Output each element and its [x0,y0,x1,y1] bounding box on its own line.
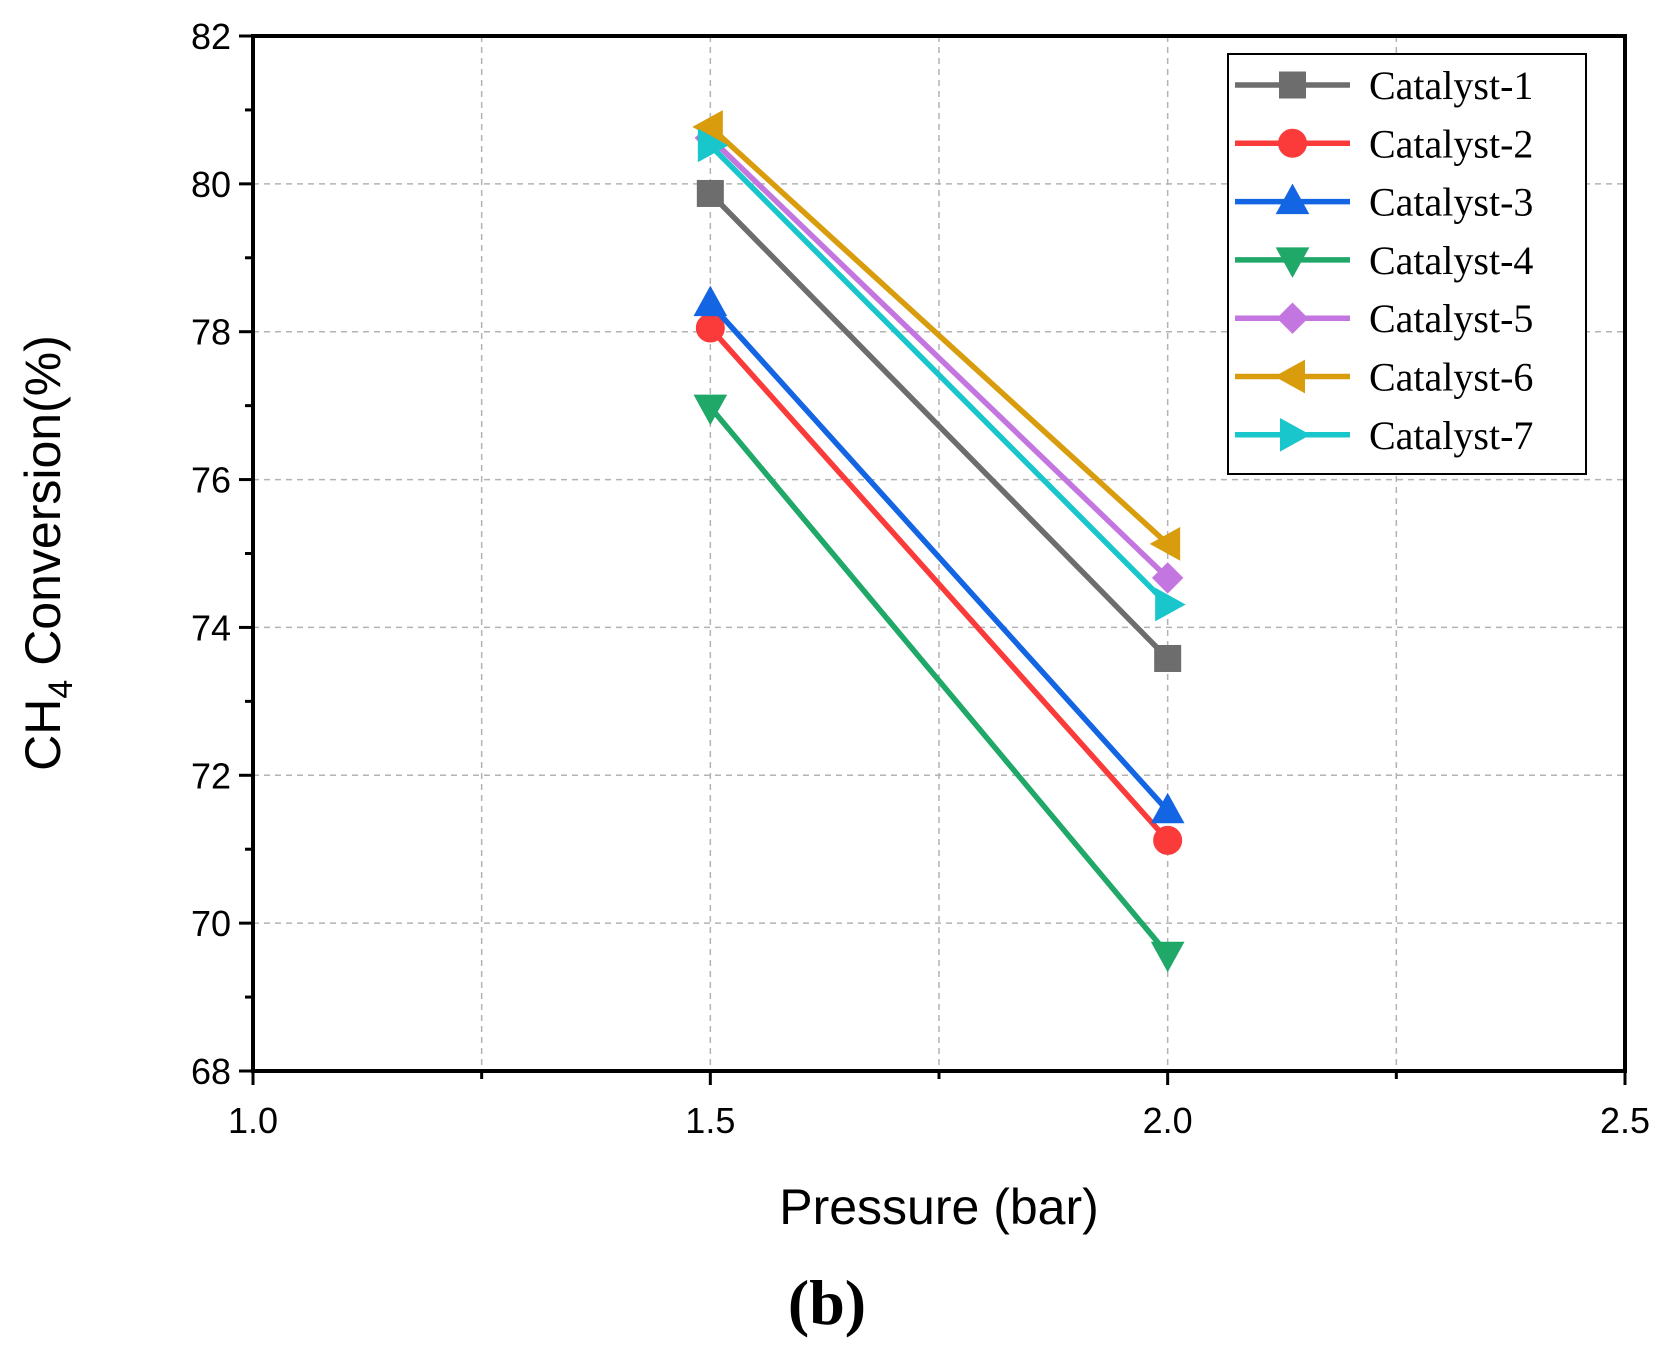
y-tick-label: 68 [191,1051,231,1092]
axes [239,34,1627,1085]
data-point [1149,527,1181,561]
y-tick-label: 78 [191,312,231,353]
legend-item: Catalyst-4 [1235,238,1533,283]
data-point [1151,562,1184,594]
series-catalyst-1 [696,179,1182,672]
x-tick-label: 1.5 [685,1100,735,1141]
legend-label: Catalyst-7 [1369,413,1533,458]
data-point [1150,792,1185,824]
y-tick-label: 82 [191,16,231,57]
x-tick-label: 2.0 [1143,1100,1193,1141]
series-line [708,136,1170,580]
y-axis-title-subscript: 4 [42,680,80,699]
x-tick-label: 1.0 [228,1100,278,1141]
legend-label: Catalyst-5 [1369,296,1533,341]
data-point [693,285,728,317]
series-catalyst-6 [692,110,1181,561]
data-point [1153,825,1183,855]
legend-item: Catalyst-7 [1235,413,1533,458]
y-axis-title: CH4 Conversion(%) [15,335,80,771]
data-point [697,128,729,163]
y-tick-label: 72 [191,755,231,796]
legend-item: Catalyst-2 [1235,121,1533,166]
legend-label: Catalyst-1 [1369,63,1533,108]
legend-item: Catalyst-5 [1235,296,1533,341]
legend-marker [1279,71,1306,99]
series-catalyst-3 [693,285,1185,824]
legend-marker [1280,417,1311,452]
series-catalyst-7 [697,128,1186,622]
y-tick-label: 74 [191,607,231,648]
data-point [1150,941,1185,973]
series-line [708,124,1170,546]
legend-item: Catalyst-6 [1235,355,1533,400]
data-point [696,179,724,207]
x-axis-title: Pressure (bar) [779,1179,1099,1235]
y-axis-title-suffix: Conversion(%) [15,335,71,680]
data-point [693,394,728,426]
series-line [708,143,1170,607]
legend-label: Catalyst-6 [1369,355,1533,400]
series-catalyst-4 [693,394,1185,973]
tick-labels: 1.0 1.5 2.0 2.5 68 70 72 74 76 78 80 82 [191,16,1650,1141]
legend-label: Catalyst-3 [1369,180,1533,225]
data-point [1154,644,1182,672]
legend-label: Catalyst-2 [1369,121,1533,166]
legend-item: Catalyst-1 [1235,63,1533,108]
legend: Catalyst-1 Catalyst-2 Catalyst-3 Catalyst-4… [1227,53,1587,475]
legend-marker [1276,302,1309,334]
legend-marker [1275,247,1310,278]
series-line [708,405,1170,956]
series-line [708,326,1170,843]
y-tick-label: 76 [191,460,231,501]
legend-label: Catalyst-4 [1369,238,1533,283]
series-catalyst-2 [695,313,1183,855]
legend-marker [1275,183,1310,215]
y-axis-title-prefix: CH [15,699,71,771]
x-tick-label: 2.5 [1600,1100,1650,1141]
data-point [1155,587,1186,622]
y-tick-label: 80 [191,164,231,205]
plot-series [692,110,1186,973]
y-tick-label: 70 [191,903,231,944]
figure-caption: (b) [788,1267,866,1338]
series-line [708,301,1170,813]
legend-marker [1274,359,1305,394]
series-line [708,191,1170,661]
legend-item: Catalyst-3 [1235,180,1533,225]
legend-marker [1278,128,1307,158]
